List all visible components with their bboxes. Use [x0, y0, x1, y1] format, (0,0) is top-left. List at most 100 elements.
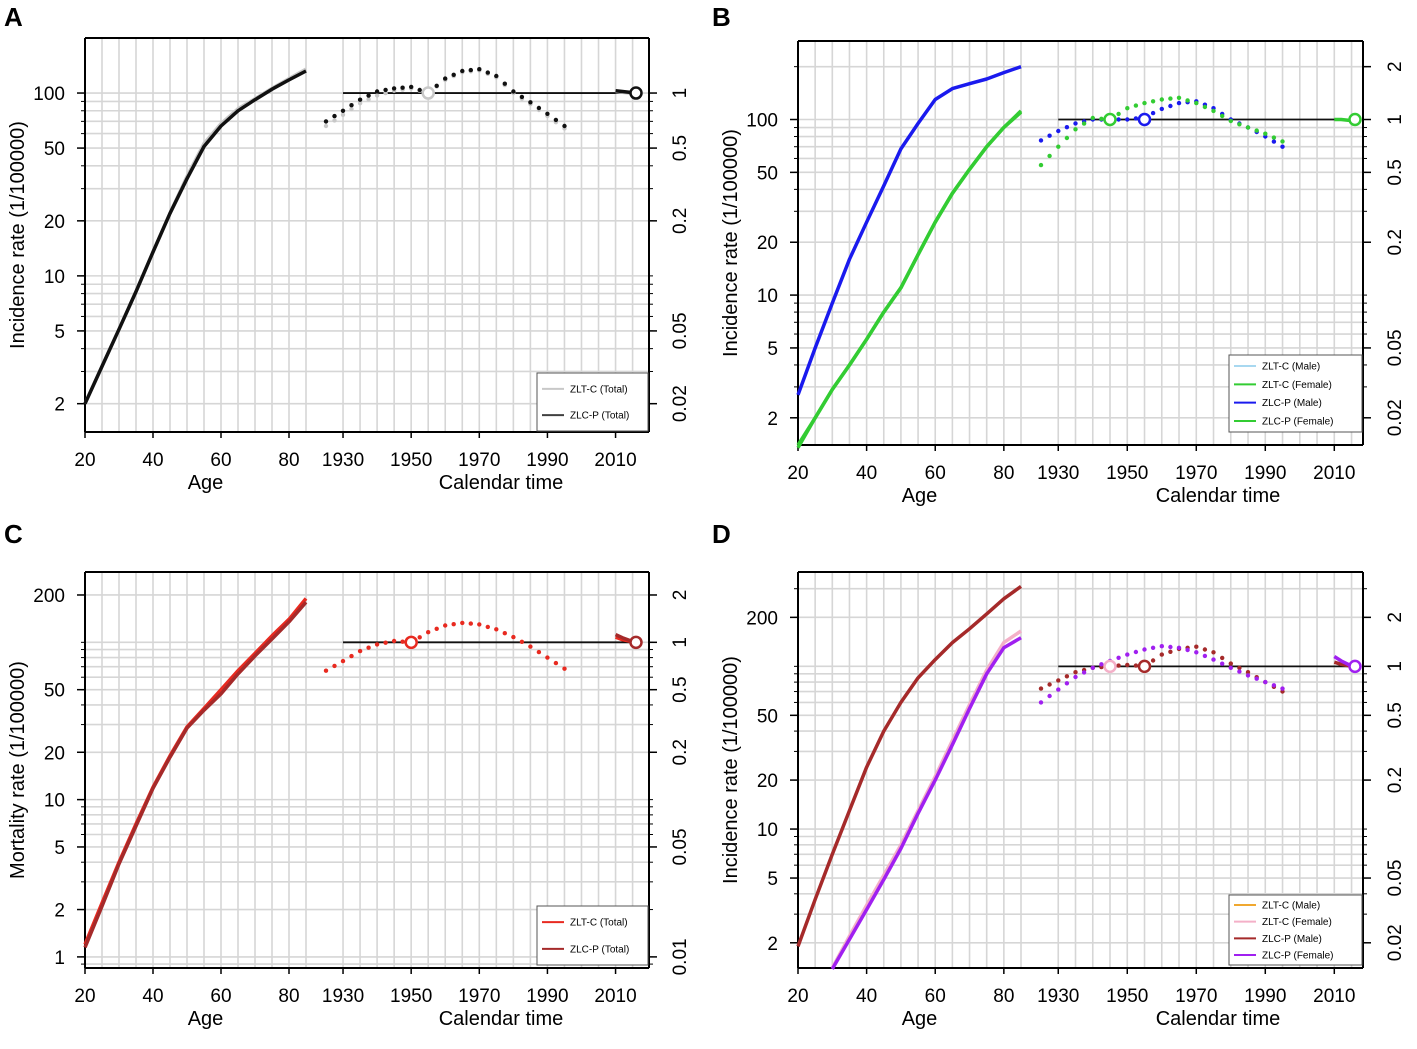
time-tick-label: 2010 [594, 450, 636, 471]
cohort-point [536, 649, 542, 655]
age-series-line [796, 109, 1023, 446]
cohort-point [1237, 122, 1242, 127]
cohort-point [391, 638, 397, 644]
rr-tick-label: 1 [670, 88, 691, 99]
y-tick-label: 2 [767, 934, 778, 955]
y-tick-label: 20 [44, 743, 65, 764]
cohort-point [1133, 649, 1139, 655]
cohort-point [1099, 662, 1104, 667]
rr-tick-label: 1 [670, 637, 691, 648]
cohort-point [1228, 661, 1234, 666]
cohort-point [451, 622, 456, 627]
cohort-point [1263, 679, 1268, 685]
legend-box [1228, 894, 1363, 966]
cohort-point [562, 123, 567, 129]
panel-letter: D [712, 519, 731, 549]
cohort-point [528, 100, 533, 105]
reference-circle [404, 635, 418, 650]
age-tick-label: 40 [142, 450, 163, 471]
cohort-point [460, 620, 465, 626]
rr-tick-label: 0.02 [670, 385, 691, 422]
time-tick-label: 1950 [1106, 986, 1148, 1007]
cohort-point [434, 83, 439, 89]
cohort-point [1228, 118, 1234, 124]
x-axis-title-time: Calendar time [439, 1008, 564, 1030]
y-tick-label: 10 [757, 286, 778, 307]
legend-box [536, 372, 649, 432]
time-tick-label: 1930 [1037, 463, 1079, 484]
panel-letter: A [4, 2, 23, 32]
cohort-point [1168, 649, 1173, 654]
cohort-point [366, 93, 371, 98]
cohort-point [1211, 650, 1216, 655]
y-tick-label: 50 [757, 706, 778, 727]
cohort-point [1073, 121, 1078, 126]
legend-label: ZLT-C (Male) [1262, 901, 1320, 912]
time-tick-label: 2010 [1313, 986, 1355, 1007]
age-tick-label: 40 [856, 463, 877, 484]
cohort-point [1237, 665, 1242, 671]
cohort-point [1056, 144, 1061, 149]
y-tick-label: 1 [54, 948, 65, 969]
cohort-point [1185, 647, 1190, 653]
rr-tick-label: 0.5 [1385, 159, 1406, 185]
age-series-line [796, 584, 1023, 948]
cohort-point [1064, 125, 1070, 130]
cohort-point [511, 89, 516, 94]
age-tick-label: 60 [925, 986, 946, 1007]
cohort-point [1220, 655, 1225, 661]
time-tick-label: 1970 [1175, 986, 1217, 1007]
time-tick-label: 1930 [1037, 986, 1079, 1007]
legend: ZLT-C (Male) ZLT-C (Female) ZLC-P (Male) ZL… [1228, 354, 1363, 433]
cohort-point [417, 635, 422, 640]
time-tick-label: 1970 [458, 986, 500, 1007]
time-tick-label: 1930 [322, 450, 364, 471]
cohort-point [1056, 687, 1061, 692]
cohort-point [1056, 128, 1061, 134]
cohort-point [1056, 678, 1061, 683]
y-tick-label: 50 [757, 163, 778, 184]
cohort-point [1125, 117, 1130, 122]
cohort-point [400, 85, 405, 90]
y-tick-label: 100 [746, 111, 778, 132]
y-tick-label: 5 [54, 838, 65, 859]
reference-circle [1137, 112, 1152, 127]
cohort-point [1194, 650, 1199, 655]
y-tick-label: 2 [54, 901, 65, 922]
cohort-point [1081, 121, 1087, 126]
cohort-point [323, 119, 329, 124]
cohort-point [1176, 95, 1182, 101]
cohort-point [1194, 644, 1199, 649]
rr-tick-label: 0.02 [1385, 399, 1406, 436]
reference-circle [1348, 659, 1362, 674]
time-tick-label: 2010 [1313, 463, 1355, 484]
cohort-point [323, 668, 329, 673]
rr-tick-label: 0.05 [670, 312, 691, 349]
age-series-line [830, 636, 1022, 970]
y-tick-label: 20 [757, 233, 778, 254]
age-tick-label: 60 [210, 450, 231, 471]
cohort-point [468, 67, 473, 73]
reference-circle [1137, 659, 1152, 674]
rr-tick-label: 0.2 [670, 739, 691, 765]
cohort-point [1150, 658, 1156, 663]
gridlines [85, 38, 649, 432]
panel-a: A 2 5 10 20 50 100 0.02 0.05 0.2 0.5 1 20 40 60 80 1930 1… [4, 2, 691, 494]
rr-tick-label: 0.2 [670, 208, 691, 234]
cohort-point [1271, 683, 1277, 688]
age-tick-label: 40 [142, 986, 163, 1007]
rr-tick-label: 2 [1385, 612, 1406, 623]
cohort-point [519, 639, 525, 644]
rr-tick-label: 0.5 [1385, 702, 1406, 728]
cohort-point [391, 86, 397, 91]
legend-label: ZLT-C (Female) [1262, 380, 1332, 391]
cohort-point [374, 93, 380, 98]
cohort-point [1150, 110, 1156, 116]
legend-label: ZLC-P (Total) [570, 944, 629, 955]
cohort-point [1280, 144, 1285, 149]
y-tick-label: 5 [767, 869, 778, 890]
cohort-point [1237, 669, 1242, 674]
y-axis-title: Incidence rate (1/100000) [720, 129, 742, 357]
reference-circle [1103, 659, 1117, 674]
cohort-point [1254, 676, 1259, 681]
